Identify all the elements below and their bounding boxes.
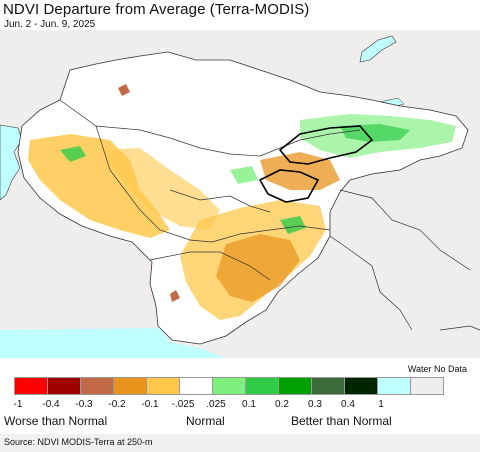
region-outlines	[258, 125, 374, 203]
legend-swatch	[179, 377, 213, 395]
legend-tick-label: 0.3	[308, 399, 322, 410]
water-no-data-label: Water No Data	[407, 364, 467, 374]
balkhash-lake	[359, 35, 397, 63]
legend-tick-label: 0.4	[341, 399, 355, 410]
legend-panel: Water No Data -1 -0.4 -0.3 -0.2 -0.1 -.025 .02…	[0, 358, 480, 434]
legend-swatches	[14, 377, 444, 395]
legend-tick-label: 0.2	[275, 399, 289, 410]
red-patch-2	[170, 290, 180, 302]
legend-tick-label: 1	[378, 399, 384, 410]
ndvi-map	[0, 30, 480, 360]
red-patch-1	[118, 84, 130, 96]
legend-swatch	[47, 377, 81, 395]
legend-swatch	[278, 377, 312, 395]
caspian-sea	[0, 124, 23, 201]
green-patch-1	[60, 146, 86, 162]
legend-tick-label: -1	[13, 399, 23, 410]
date-range: Jun. 2 - Jun. 9, 2025	[4, 19, 96, 30]
legend-tick-label: -0.4	[42, 399, 60, 410]
legend-swatch	[80, 377, 114, 395]
legend-swatch	[113, 377, 147, 395]
legend-swatch	[311, 377, 345, 395]
footer: Source: NDVI MODIS-Terra at 250-m	[0, 434, 480, 452]
outer-borders	[329, 189, 480, 331]
legend-tick-label: .025	[206, 399, 226, 410]
legend-swatch	[344, 377, 378, 395]
map-title: NDVI Departure from Average (Terra-MODIS…	[3, 1, 310, 18]
legend-swatch	[14, 377, 48, 395]
green-patch-2	[230, 166, 258, 184]
legend-tick-label: -0.2	[108, 399, 126, 410]
legend-swatch	[146, 377, 180, 395]
legend-better-label: Better than Normal	[291, 414, 392, 428]
legend-normal-label: Normal	[186, 414, 225, 428]
legend-swatch	[410, 377, 444, 395]
legend-worse-label: Worse than Normal	[4, 414, 108, 428]
source-label: Source: NDVI MODIS-Terra at 250-m	[4, 437, 153, 447]
uzbek-anomaly	[100, 148, 220, 230]
legend-tick-label: -0.3	[75, 399, 93, 410]
green-patch-3	[280, 216, 306, 234]
tienshan-better	[340, 124, 410, 142]
turkmen-anomaly	[28, 134, 170, 238]
afghan-core-worse	[216, 234, 300, 302]
legend-swatch	[377, 377, 411, 395]
legend-tick-label: -0.1	[141, 399, 159, 410]
legend-tick-label: 0.1	[242, 399, 256, 410]
country-borders	[59, 99, 361, 281]
arabian-sea	[0, 328, 230, 360]
legend-swatch	[245, 377, 279, 395]
legend-swatch	[212, 377, 246, 395]
legend-tick-label: -.025	[171, 399, 195, 410]
